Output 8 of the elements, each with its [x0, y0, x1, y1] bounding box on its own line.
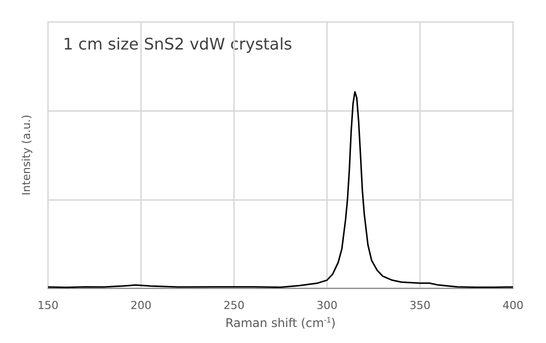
y-axis-title: Intensity (a.u.)	[20, 114, 33, 196]
x-tick-label: 250	[224, 299, 244, 312]
x-tick-label: 400	[502, 299, 524, 312]
x-tick-label: 150	[38, 299, 58, 312]
x-tick-label: 350	[410, 299, 430, 312]
x-tick-label: 200	[130, 299, 152, 312]
x-tick-label: 300	[316, 299, 338, 312]
text: 1 cm size SnS2 vdW crystals	[63, 34, 292, 54]
